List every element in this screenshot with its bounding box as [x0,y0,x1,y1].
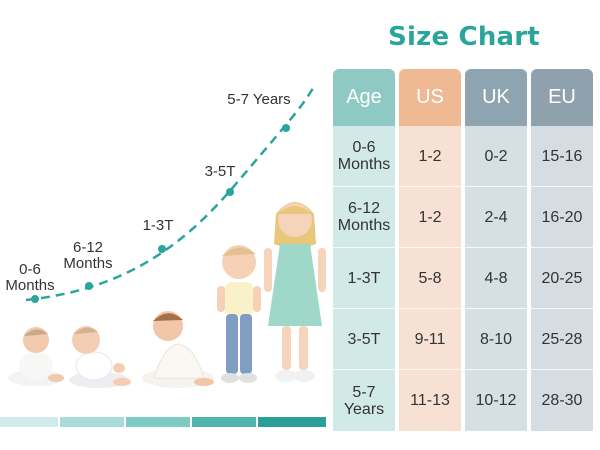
cell-age: 0-6 Months [333,126,395,187]
growth-curve [25,84,317,303]
baby-1-3t-image [138,306,218,390]
stage-label-5-7-years: 5-7 Years [224,92,294,108]
floor-strip-3 [126,417,190,427]
cell-us: 1-2 [399,126,461,187]
toddler-3-5t-image [214,242,264,388]
stage-label-line1: 6-12 [72,239,104,256]
stage-label-0-6-months: 0-6 Months [4,262,56,294]
cell-eu: 28-30 [531,370,593,431]
stage-label-line1: 5-7 Years [227,91,291,108]
stage-label-line2: Months [63,255,113,272]
cell-eu: 15-16 [531,126,593,187]
header-us: US [399,69,461,126]
size-table: Age US UK EU 0-6 Months 1-2 0-2 15-16 6-… [333,69,593,431]
cell-eu: 25-28 [531,309,593,370]
floor-strip-4 [192,417,256,427]
cell-uk: 8-10 [465,309,527,370]
stage-label-1-3t: 1-3T [138,218,178,234]
stage-label-line1: 3-5T [204,163,236,180]
cell-eu: 16-20 [531,187,593,248]
floor-strip-1 [0,417,58,427]
growth-point [158,245,166,253]
cell-age: 3-5T [333,309,395,370]
floor-strip-2 [60,417,124,427]
growth-point [226,188,234,196]
baby-0-6-months-image [6,318,68,390]
baby-6-12-months-image [64,318,134,390]
header-uk: UK [465,69,527,126]
stage-label-line1: 0-6 [19,261,41,278]
header-eu: EU [531,69,593,126]
child-5-7-years-image [262,194,328,390]
stage-label-3-5t: 3-5T [200,164,240,180]
cell-uk: 0-2 [465,126,527,187]
cell-uk: 4-8 [465,248,527,309]
cell-us: 9-11 [399,309,461,370]
stage-label-line2: Months [5,277,55,294]
stage-label-6-12-months: 6-12 Months [60,240,116,272]
size-chart-title: Size Chart [388,22,540,52]
cell-us: 11-13 [399,370,461,431]
floor-strip-5 [258,417,326,427]
growth-point [85,282,93,290]
header-age: Age [333,69,395,126]
growth-point [31,295,39,303]
cell-age: 6-12 Months [333,187,395,248]
cell-us: 1-2 [399,187,461,248]
cell-uk: 10-12 [465,370,527,431]
cell-age: 5-7 Years [333,370,395,431]
cell-age: 1-3T [333,248,395,309]
growth-point [282,124,290,132]
cell-uk: 2-4 [465,187,527,248]
stage-label-line1: 1-3T [142,217,174,234]
cell-us: 5-8 [399,248,461,309]
cell-eu: 20-25 [531,248,593,309]
